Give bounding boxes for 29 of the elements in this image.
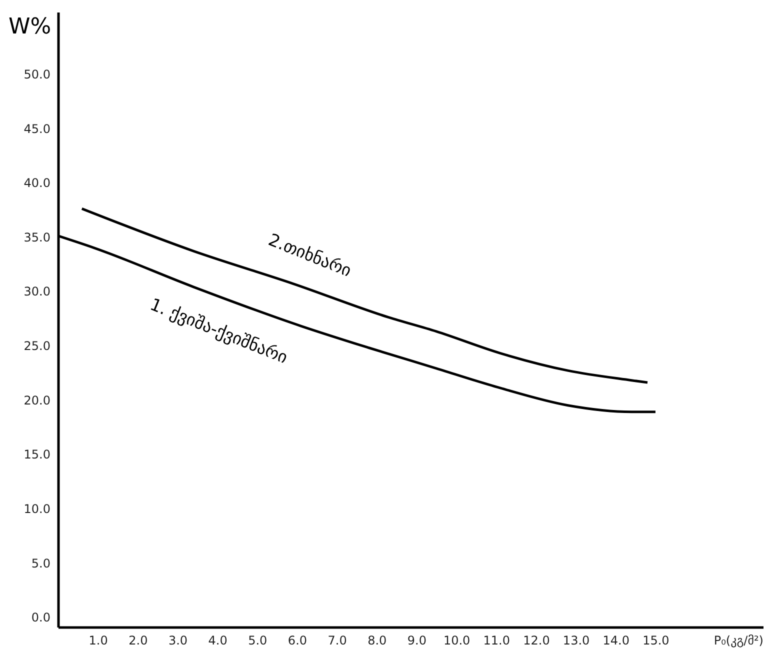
y-axis-title: W%: [8, 14, 52, 40]
x-tick-label: 7.0: [328, 634, 347, 648]
y-tick-label: 10.0: [24, 502, 50, 516]
y-tick-label: 15.0: [24, 448, 50, 462]
x-tick-label: 9.0: [407, 634, 427, 648]
y-tick-label: 35.0: [24, 230, 50, 244]
x-tick-label: 8.0: [368, 634, 387, 648]
x-axis-title: P₀(კგ/მ²): [714, 634, 764, 648]
x-tick-label: 12.0: [523, 634, 550, 648]
x-tick-label: 6.0: [288, 634, 308, 648]
y-tick-label: 40.0: [24, 176, 50, 190]
x-tick-label: 15.0: [642, 634, 670, 648]
x-tick-label: 11.0: [483, 634, 510, 648]
x-tick-label: 2.0: [128, 634, 148, 648]
x-tick-label: 13.0: [562, 634, 590, 648]
x-tick-label: 10.0: [443, 634, 470, 648]
y-tick-label: 0.0: [31, 610, 50, 625]
x-tick-label: 4.0: [208, 634, 228, 648]
y-tick-label: 5.0: [31, 556, 50, 570]
y-tick-label: 45.0: [24, 122, 50, 136]
y-tick-label: 30.0: [24, 284, 50, 299]
y-tick-label: 20.0: [24, 393, 50, 408]
x-tick-label: 14.0: [602, 634, 630, 648]
line-series: [80, 207, 649, 384]
y-tick-label: 50.0: [24, 67, 50, 82]
x-tick-label: 3.0: [168, 634, 188, 648]
y-tick-label: 25.0: [24, 339, 50, 354]
x-tick-label: 5.0: [248, 634, 268, 648]
x-tick-label: 1.0: [88, 634, 108, 648]
